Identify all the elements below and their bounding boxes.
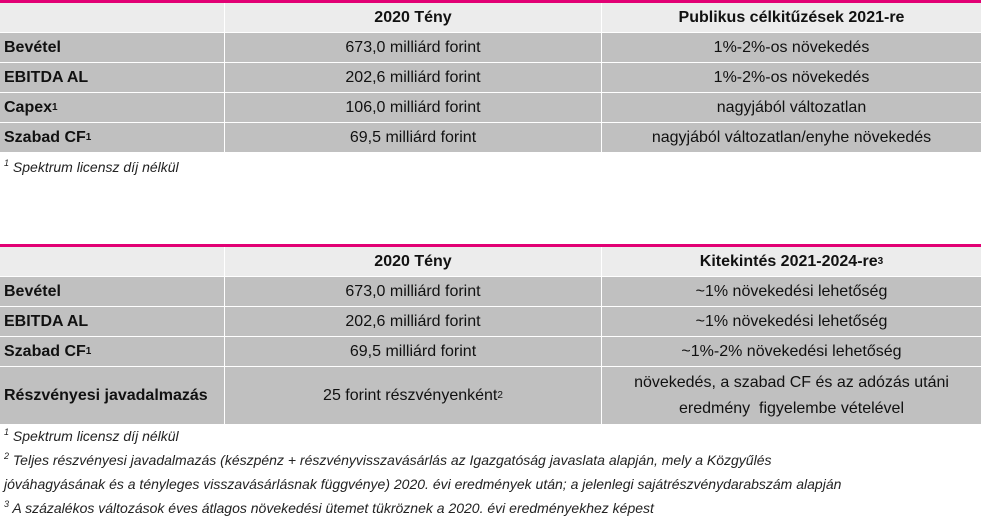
table-cell: Bevétel — [0, 277, 225, 306]
table-cell: Részvényesi javadalmazás — [0, 367, 225, 424]
table-cell: 1%-2%-os növekedés — [713, 38, 870, 56]
table-cell: Bevétel — [0, 33, 225, 62]
table-cell: 202,6 milliárd forint — [225, 63, 602, 92]
table-cell: 69,5 milliárd forint — [225, 337, 602, 366]
footnote: jóváhagyásának és a tényleges visszavásá… — [4, 476, 842, 492]
table-cell: Capex 1 — [0, 93, 225, 122]
table-row: Bevétel 673,0 milliárd forint ~1% növekedé… — [0, 277, 981, 307]
table-cell: nagyjából változatlan/enyhe növekedés — [651, 128, 932, 146]
header-cell: 2020 Tény — [225, 3, 602, 32]
footnote: 2 Teljes részvényesi javadalmazás (készp… — [4, 451, 772, 469]
targets-2021-table: 2020 Tény Publikus célkitűzések 2021-re … — [0, 0, 981, 153]
footnote: 1 Spektrum licensz díj nélkül — [4, 158, 179, 176]
table-row: Szabad CF 1 69,5 milliárd forint nagyjából … — [0, 123, 981, 153]
header-cell — [0, 3, 225, 32]
table-header: 2020 Tény Kitekintés 2021-2024-re 3 — [0, 247, 981, 277]
table-cell: nagyjából változatlan — [716, 98, 867, 116]
table-cell: ~1% növekedési lehetőség — [695, 282, 888, 300]
table-cell: Szabad CF 1 — [0, 123, 225, 152]
table-row: Bevétel 673,0 milliárd forint 1%-2%-os növ… — [0, 33, 981, 63]
table-header: 2020 Tény Publikus célkitűzések 2021-re — [0, 3, 981, 33]
table-row: EBITDA AL 202,6 milliárd forint 1%-2%-os n… — [0, 63, 981, 93]
table-cell: 202,6 milliárd forint — [225, 307, 602, 336]
header-cell: Publikus célkitűzések 2021-re — [678, 8, 905, 26]
header-cell — [0, 247, 225, 276]
header-cell: 2020 Tény — [225, 247, 602, 276]
table-cell: 673,0 milliárd forint — [225, 33, 602, 62]
table-cell: ~1% növekedési lehetőség — [695, 312, 888, 330]
table-cell: EBITDA AL — [0, 63, 225, 92]
table-cell: 69,5 milliárd forint — [225, 123, 602, 152]
table-cell: 673,0 milliárd forint — [225, 277, 602, 306]
table-row: Szabad CF 1 69,5 milliárd forint ~1%-2% növ… — [0, 337, 981, 367]
header-cell: Kitekintés 2021-2024-re 3 — [699, 252, 884, 270]
table-cell: 106,0 milliárd forint — [225, 93, 602, 122]
footnote: 1 Spektrum licensz díj nélkül — [4, 427, 179, 445]
table-cell: EBITDA AL — [0, 307, 225, 336]
outlook-2021-2024-table: 2020 Tény Kitekintés 2021-2024-re 3 Bevét… — [0, 244, 981, 425]
table-cell: 25 forint részvényenként 2 — [225, 367, 602, 424]
table-row: Capex 1 106,0 milliárd forint nagyjából vál… — [0, 93, 981, 123]
table-cell: ~1%-2% növekedési lehetőség — [681, 342, 902, 360]
footnote: 3 A százalékos változások éves átlagos n… — [4, 499, 654, 517]
table-cell: 1%-2%-os növekedés — [713, 68, 870, 86]
table-cell: növekedés, a szabad CF és az adózás után… — [634, 373, 954, 417]
table-cell: Szabad CF 1 — [0, 337, 225, 366]
table-row: EBITDA AL 202,6 milliárd forint ~1% növeke… — [0, 307, 981, 337]
table-row: Részvényesi javadalmazás 25 forint részvé… — [0, 367, 981, 425]
